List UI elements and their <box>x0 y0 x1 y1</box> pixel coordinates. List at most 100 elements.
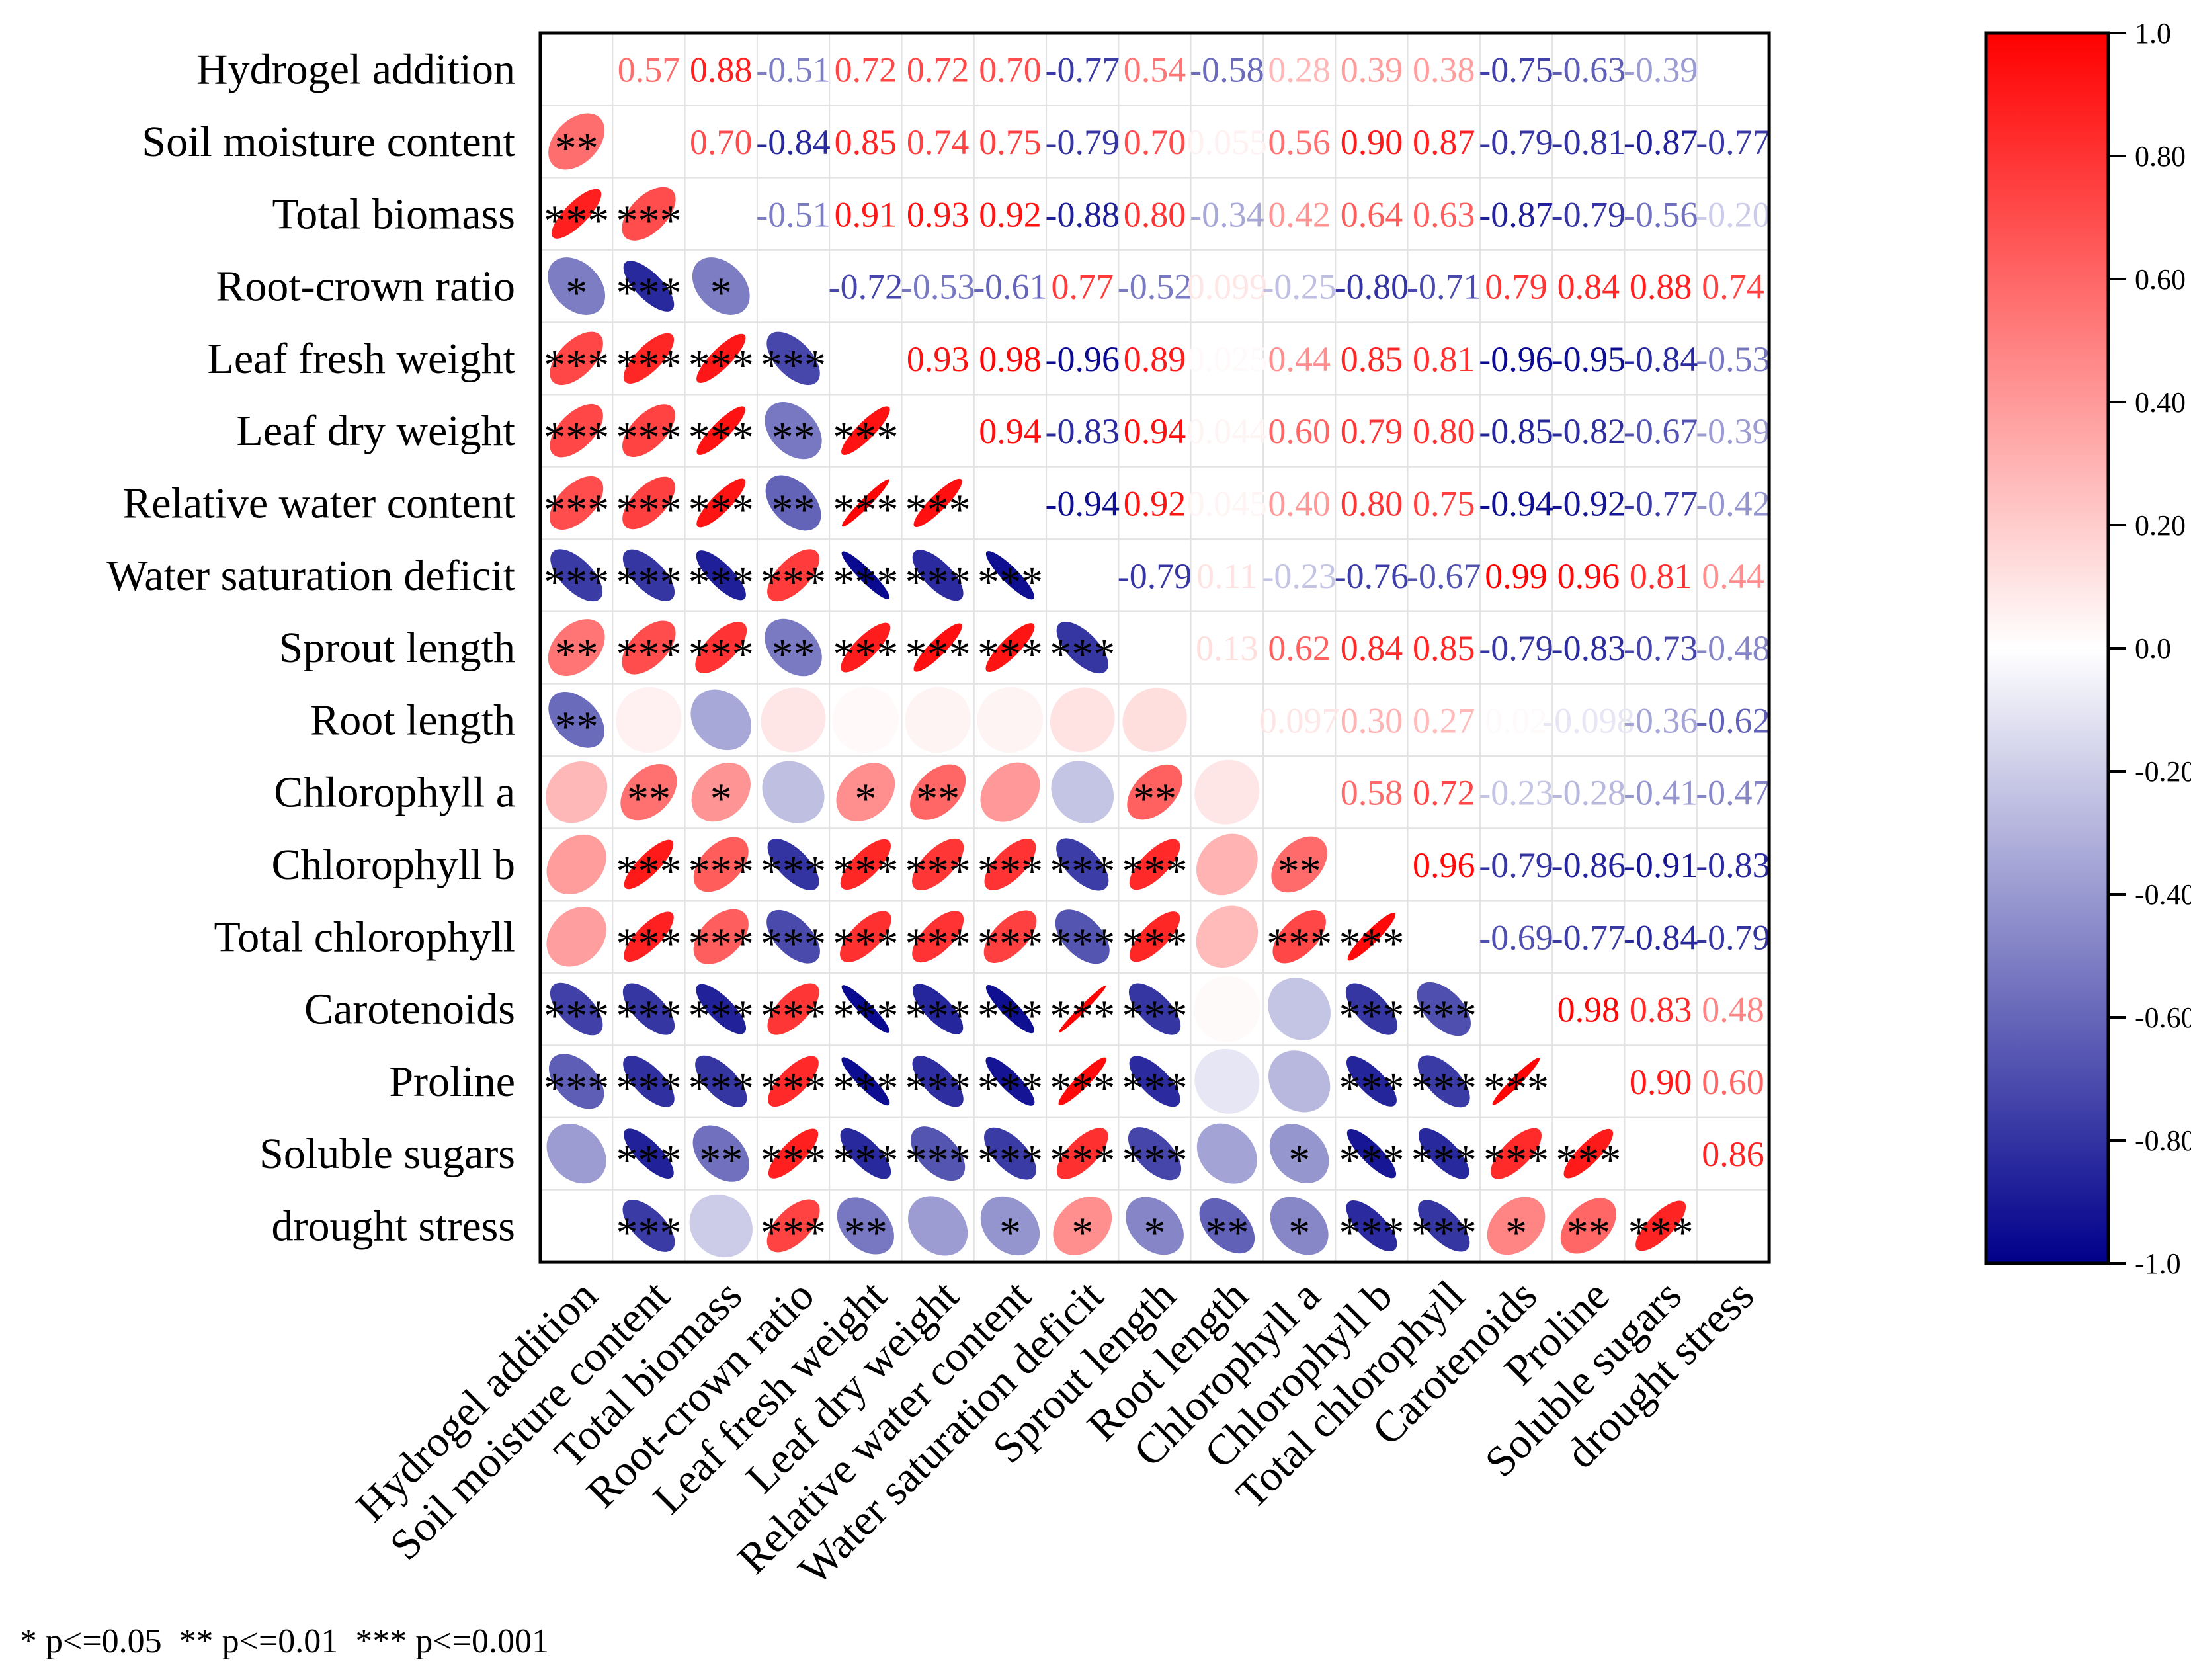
correlation-ellipse <box>1196 905 1259 968</box>
significance-stars-label: *** <box>616 485 681 534</box>
significance-stars-label: *** <box>905 485 971 534</box>
significance-stars-label: *** <box>616 1064 681 1113</box>
correlation-value: -0.94 <box>1479 483 1553 523</box>
significance-stars-label: *** <box>1122 992 1188 1040</box>
correlation-ellipse <box>623 261 675 312</box>
significance-stars-label: *** <box>1411 992 1477 1040</box>
significance-stars-label: * <box>1505 1208 1527 1257</box>
row-label: Total biomass <box>272 190 515 238</box>
correlation-ellipse <box>912 1056 964 1107</box>
correlation-value: 0.94 <box>979 411 1042 451</box>
correlation-value: -0.84 <box>1624 917 1698 957</box>
correlation-ellipse <box>550 982 603 1036</box>
correlation-value: 0.38 <box>1413 50 1475 90</box>
correlation-ellipse <box>1418 1200 1470 1252</box>
correlation-ellipse <box>1194 976 1261 1042</box>
significance-stars-label: *** <box>1050 919 1115 968</box>
correlation-value: -0.47 <box>1696 773 1770 813</box>
correlation-ellipse <box>691 762 751 822</box>
correlation-value: -0.95 <box>1551 339 1626 379</box>
row-label: Leaf fresh weight <box>208 335 515 383</box>
correlation-value: 0.87 <box>1413 122 1475 162</box>
correlation-ellipse <box>550 403 603 458</box>
correlation-value: 0.90 <box>1630 1062 1692 1102</box>
correlation-ellipse <box>695 1055 747 1107</box>
significance-stars-label: *** <box>761 1136 826 1185</box>
correlation-value: 0.63 <box>1413 194 1475 234</box>
correlation-ellipse <box>689 1194 753 1258</box>
significance-stars-label: *** <box>833 630 898 679</box>
significance-stars-label: *** <box>544 992 609 1040</box>
significance-stars-label: *** <box>1122 1136 1188 1185</box>
significance-stars-label: *** <box>616 413 681 462</box>
correlation-value: -0.42 <box>1696 483 1770 523</box>
correlation-value: -0.87 <box>1479 194 1553 234</box>
correlation-value: 0.79 <box>1485 267 1548 307</box>
significance-stars-label: ** <box>1133 775 1177 823</box>
correlation-ellipse <box>1563 1128 1614 1179</box>
significance-stars-label: *** <box>905 847 971 896</box>
upper-triangle-values: 0.57 0.88 -0.51 0.72 0.72 0.70 -0.77 0.54 -0.58 0… <box>618 50 1770 1175</box>
correlation-value: 0.88 <box>690 50 753 90</box>
correlation-ellipse <box>841 551 890 600</box>
correlation-value: -0.88 <box>1046 194 1120 234</box>
significance-stars-label: *** <box>905 558 971 607</box>
correlation-ellipse <box>548 257 606 315</box>
correlation-value: 0.91 <box>835 194 897 234</box>
correlation-value: -0.96 <box>1479 339 1553 379</box>
significance-stars-label: *** <box>1122 847 1188 896</box>
grid-lines <box>540 33 1770 1263</box>
significance-stars-label: *** <box>688 919 754 968</box>
correlation-value: 0.60 <box>1268 411 1331 451</box>
significance-stars-label: *** <box>833 847 898 896</box>
correlation-ellipse <box>912 838 964 891</box>
correlation-ellipse <box>1346 1200 1397 1251</box>
correlation-ellipse <box>765 402 822 460</box>
correlation-value: 0.81 <box>1630 556 1692 596</box>
significance-stars-label: *** <box>761 919 826 968</box>
correlation-ellipse <box>548 619 605 677</box>
significance-stars-label: *** <box>977 1064 1043 1113</box>
significance-stars-label: *** <box>1339 1136 1404 1185</box>
significance-stars-label: *** <box>544 341 609 390</box>
significance-stars-label: *** <box>905 919 971 968</box>
correlation-value: -0.61 <box>973 267 1047 307</box>
lower-triangle-ellipses <box>546 113 1686 1258</box>
correlation-ellipse <box>696 478 746 528</box>
correlation-value: 0.94 <box>1124 411 1186 451</box>
significance-stars-label: *** <box>616 992 681 1040</box>
significance-stars-label: *** <box>616 919 681 968</box>
correlation-value: -0.92 <box>1551 483 1626 523</box>
correlation-value: 0.84 <box>1557 267 1620 307</box>
correlation-ellipse <box>1491 1128 1542 1179</box>
colorbar-tick-label: 0.0 <box>2135 632 2171 665</box>
row-label: Soil moisture content <box>142 118 515 166</box>
significance-stars-label: *** <box>1411 1208 1477 1257</box>
correlation-ellipse <box>913 478 962 528</box>
correlation-value: 0.75 <box>979 122 1042 162</box>
significance-stars-label: *** <box>616 558 681 607</box>
correlation-ellipse <box>980 1196 1040 1256</box>
correlation-ellipse <box>1268 978 1331 1040</box>
correlation-ellipse <box>840 1128 891 1179</box>
row-label: Relative water content <box>122 479 515 527</box>
correlation-ellipse <box>550 476 604 530</box>
significance-stars-label: *** <box>1411 1136 1477 1185</box>
significance-stars-label: *** <box>616 630 681 679</box>
correlation-ellipse <box>840 839 891 890</box>
colorbar-tick-label: 0.20 <box>2135 509 2186 542</box>
correlation-ellipse <box>1492 1057 1540 1105</box>
correlation-ellipse <box>1051 761 1114 823</box>
correlation-value: 0.56 <box>1268 122 1331 162</box>
significance-stars-label: ** <box>627 775 671 823</box>
correlation-ellipse <box>841 479 889 527</box>
correlation-value: 0.74 <box>1702 267 1764 307</box>
correlation-value: -0.85 <box>1479 411 1553 451</box>
correlation-value: 0.98 <box>979 339 1042 379</box>
correlation-value: 0.72 <box>835 50 897 90</box>
correlation-ellipse <box>1417 982 1471 1036</box>
correlation-ellipse <box>836 763 895 822</box>
correlation-value: 0.79 <box>1341 411 1403 451</box>
correlation-value: -0.75 <box>1479 50 1553 90</box>
row-label: Total chlorophyll <box>214 913 515 961</box>
